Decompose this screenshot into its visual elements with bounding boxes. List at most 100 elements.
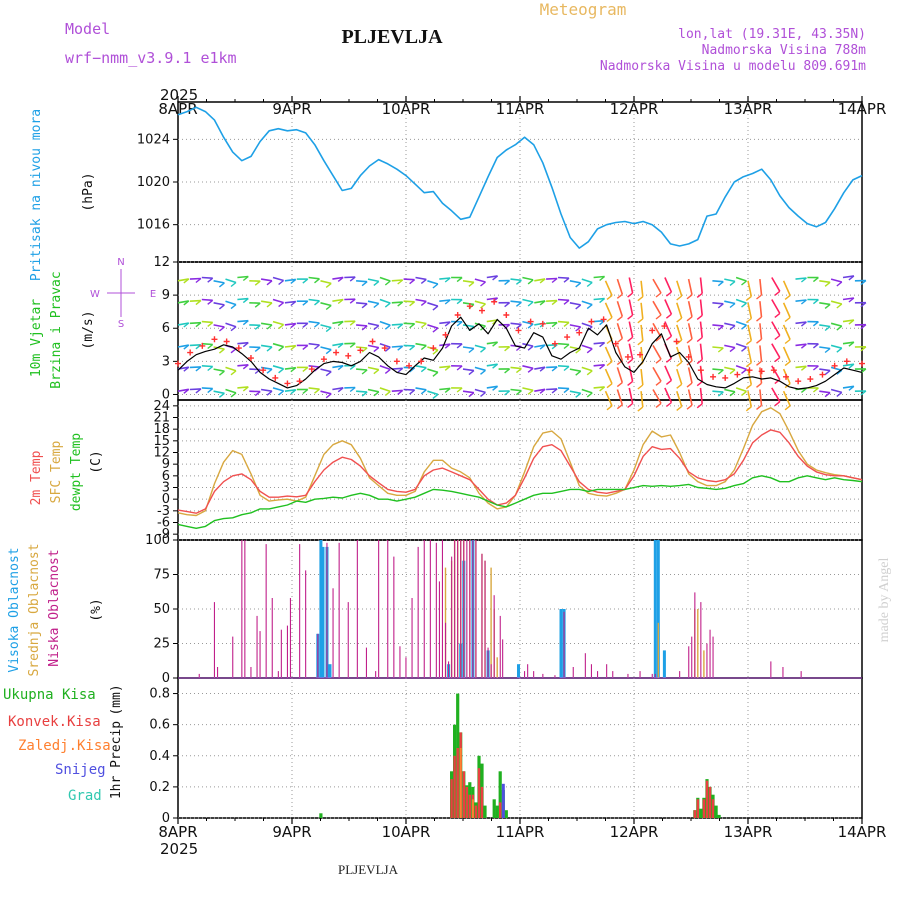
wind-barb xyxy=(795,365,807,369)
wind-barb-flag xyxy=(729,391,736,397)
wind-barb xyxy=(213,302,225,306)
temp-label-dewpt: dewpt Temp xyxy=(69,433,84,511)
wind-barb xyxy=(320,324,332,329)
xtick-label-bottom: 14APR xyxy=(838,823,887,841)
cloud-bar-low xyxy=(387,540,389,678)
wind-barb-flag xyxy=(606,383,613,389)
ytick-label-pressure: 1020 xyxy=(137,175,170,190)
wind-barb-flag xyxy=(207,321,214,327)
wind-barb-flag xyxy=(242,298,249,304)
wind-barb xyxy=(699,387,703,404)
wind-barb-flag xyxy=(606,405,613,411)
wind-barb-flag xyxy=(665,335,672,341)
wind-barb-flag xyxy=(686,382,693,388)
wind-gust-marker xyxy=(819,371,826,378)
cloud-bar-high xyxy=(319,540,323,678)
wind-barb xyxy=(842,297,855,301)
wind-barb xyxy=(308,342,320,346)
cloud-bar-low xyxy=(490,664,492,678)
wind-barb xyxy=(284,278,296,282)
wind-barb-flag xyxy=(432,305,439,311)
cloud-bar-low xyxy=(399,646,401,678)
wind-barb-flag xyxy=(480,391,486,397)
wind-barb-flag xyxy=(183,388,190,394)
wind-barb-flag xyxy=(480,281,486,287)
wind-barb xyxy=(842,363,855,367)
wind-barb-flag xyxy=(444,277,451,283)
wind-barb-flag xyxy=(551,388,558,394)
wind-barb xyxy=(260,388,273,392)
cloud-bar-low xyxy=(232,636,234,678)
wind-barb-flag xyxy=(539,388,546,394)
wind-barb-flag xyxy=(676,383,683,389)
wind-barb-flag xyxy=(492,385,499,391)
wind-barb-flag xyxy=(515,279,522,285)
cloud-bar-low xyxy=(679,671,681,678)
wind-barb-flag xyxy=(616,293,623,299)
wind-gust-marker xyxy=(783,373,789,380)
cloud-bar-low xyxy=(770,661,772,678)
cloud-bar-low xyxy=(487,647,489,678)
wind-gust-marker xyxy=(697,367,704,374)
wind-barb xyxy=(593,341,605,345)
year-label-top: 2025 xyxy=(160,86,198,104)
ytick-label-precip: 0.6 xyxy=(149,718,170,733)
wind-barb xyxy=(510,300,522,304)
wind-barb-flag xyxy=(676,361,683,367)
precip-bar-total xyxy=(483,805,487,818)
wind-barb-flag xyxy=(696,336,703,343)
wind-barb-flag xyxy=(492,341,499,347)
station-title: PLJEVLJA xyxy=(341,26,443,48)
wind-barb-flag xyxy=(207,299,214,305)
wind-barb xyxy=(771,365,781,381)
wind-gust-marker xyxy=(284,380,291,387)
wind-barb xyxy=(759,345,763,362)
xtick-label-top: 8APR xyxy=(158,100,197,118)
wind-barb xyxy=(177,388,189,392)
cloud-bar-high xyxy=(328,664,332,678)
wind-barb xyxy=(332,342,344,347)
ytick-label-precip: 0.2 xyxy=(149,780,170,795)
wind-barb xyxy=(546,299,558,302)
wind-barb-flag xyxy=(266,302,273,308)
wind-barb-flag xyxy=(290,345,297,351)
wind-barb-flag xyxy=(218,304,225,310)
wind-barb-flag xyxy=(302,366,309,372)
wind-barb-flag xyxy=(290,278,297,284)
cloud-bar-low xyxy=(481,553,483,678)
wind-barb xyxy=(237,364,249,367)
wind-barb-flag xyxy=(717,325,724,331)
wind-barb xyxy=(284,389,296,392)
cloud-bar-mid xyxy=(697,609,699,678)
wind-barb-flag xyxy=(266,390,273,396)
wind-barb-flag xyxy=(302,344,309,350)
wind-barb-flag xyxy=(183,344,190,350)
wind-barb-flag xyxy=(655,358,662,364)
wind-barb xyxy=(628,299,634,316)
wind-barb xyxy=(795,321,807,325)
wind-barb xyxy=(830,388,843,394)
wind-gust-marker xyxy=(235,345,242,352)
wind-barb xyxy=(735,365,747,371)
wind-barb-flag xyxy=(492,275,499,281)
wind-barb xyxy=(189,299,201,302)
wind-gust-marker xyxy=(430,345,437,352)
wind-barb-flag xyxy=(361,391,368,397)
wind-barb-flag xyxy=(218,282,225,288)
wind-barb xyxy=(676,346,683,363)
wind-barb-flag xyxy=(665,379,672,385)
wind-barb-flag xyxy=(599,275,606,282)
wind-barb xyxy=(439,365,451,369)
wind-axis-title-2: Brzina i Pravac xyxy=(49,271,64,388)
precip-bar-convective xyxy=(499,802,502,818)
cloud-bar-low xyxy=(572,667,574,678)
wind-barb xyxy=(272,387,284,392)
wind-barb-flag xyxy=(527,389,534,395)
wind-gust-marker xyxy=(406,362,413,369)
wind-barb-flag xyxy=(384,302,391,308)
wind-barb-flag xyxy=(696,403,703,409)
wind-barb-flag xyxy=(824,392,831,398)
wind-barb-flag xyxy=(420,389,427,395)
wind-barb-flag xyxy=(686,294,693,300)
wind-barb-flag xyxy=(606,294,613,300)
